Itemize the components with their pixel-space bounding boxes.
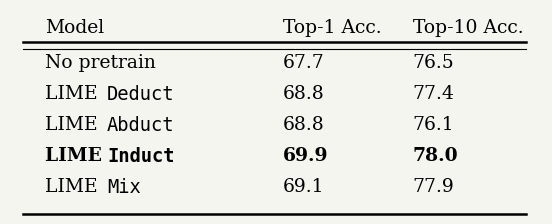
Text: Deduct: Deduct <box>107 85 174 104</box>
Text: 68.8: 68.8 <box>283 116 325 134</box>
Text: 69.9: 69.9 <box>283 147 328 165</box>
Text: LIME: LIME <box>45 178 103 196</box>
Text: 78.0: 78.0 <box>413 147 458 165</box>
Text: 77.4: 77.4 <box>413 85 455 103</box>
Text: Mix: Mix <box>107 178 141 197</box>
Text: Induct: Induct <box>107 147 174 166</box>
Text: 77.9: 77.9 <box>413 178 454 196</box>
Text: Model: Model <box>45 19 104 37</box>
Text: 68.8: 68.8 <box>283 85 325 103</box>
Text: LIME: LIME <box>45 147 108 165</box>
Text: 76.1: 76.1 <box>413 116 454 134</box>
Text: Top-1 Acc.: Top-1 Acc. <box>283 19 381 37</box>
Text: LIME: LIME <box>45 85 103 103</box>
Text: 69.1: 69.1 <box>283 178 325 196</box>
Text: 76.5: 76.5 <box>413 54 454 72</box>
Text: Top-10 Acc.: Top-10 Acc. <box>413 19 523 37</box>
Text: Abduct: Abduct <box>107 116 174 135</box>
Text: No pretrain: No pretrain <box>45 54 156 72</box>
Text: 67.7: 67.7 <box>283 54 325 72</box>
Text: LIME: LIME <box>45 116 103 134</box>
